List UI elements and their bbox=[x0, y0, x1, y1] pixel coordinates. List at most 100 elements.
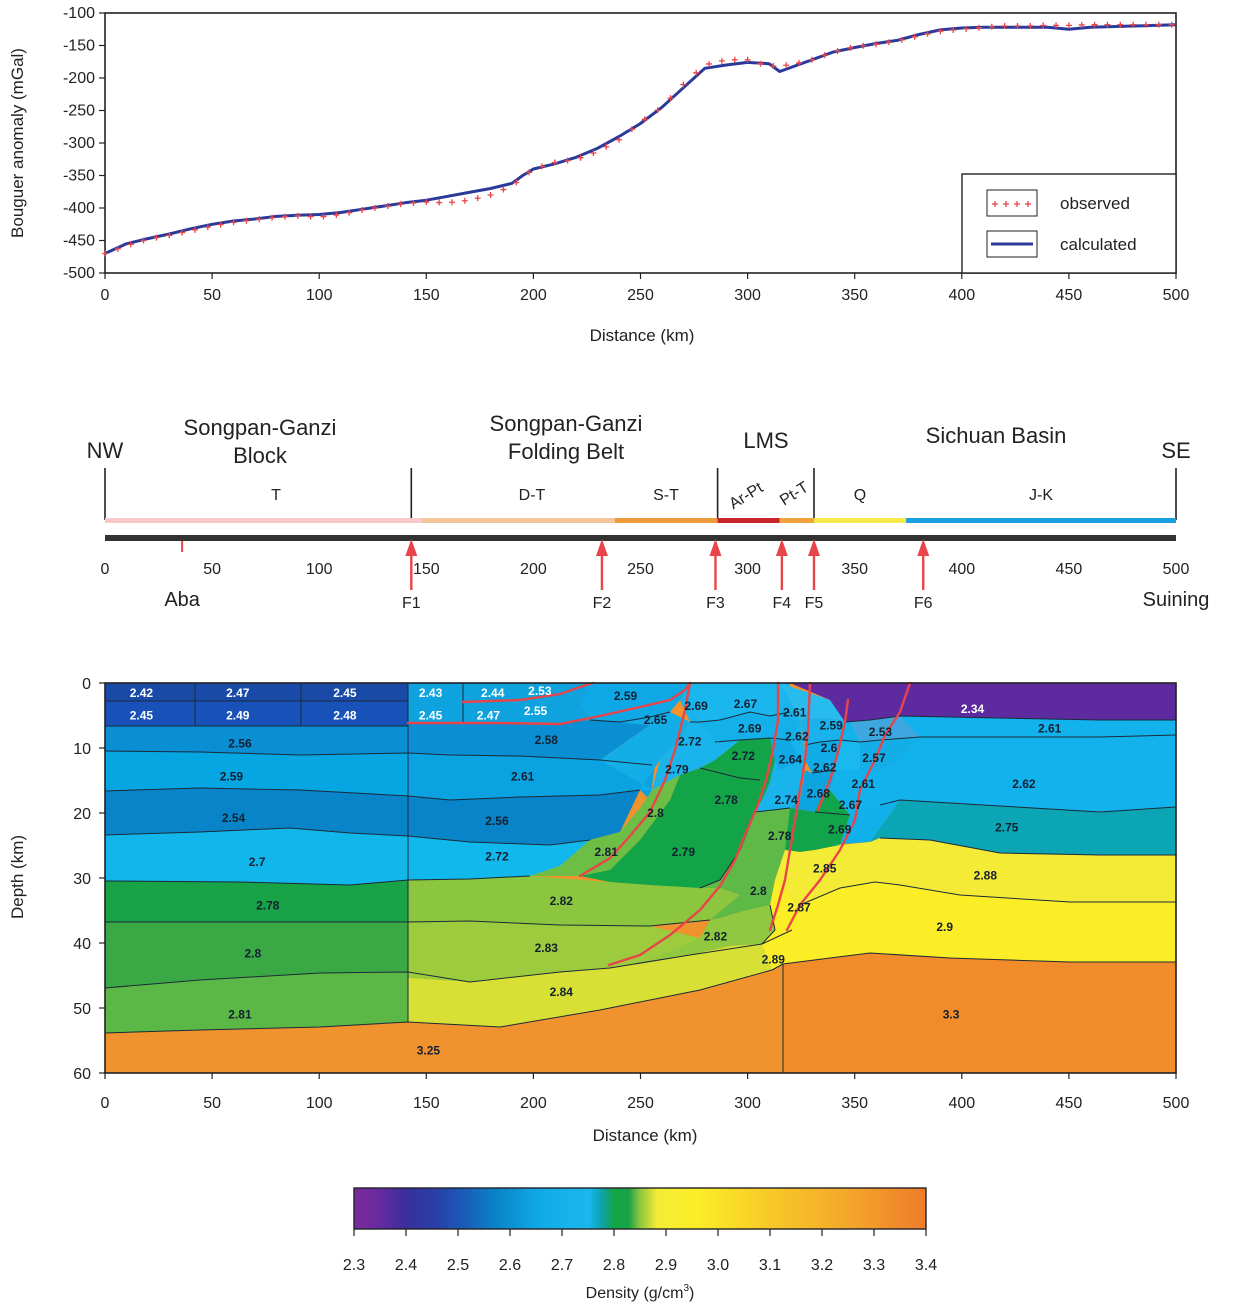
stratum-label: T bbox=[271, 487, 281, 504]
fault-lines bbox=[406, 681, 912, 967]
density-label: 2.82 bbox=[704, 930, 728, 944]
observed-point bbox=[281, 213, 288, 220]
observed-point bbox=[1104, 21, 1111, 28]
legend-observed-plus bbox=[1003, 201, 1009, 207]
density-section: 2.42 2.47 2.45 2.43 2.44 2.53 2.59 2.45 2.49 2.48… bbox=[8, 676, 1189, 1145]
layer-2-34 bbox=[790, 683, 1176, 722]
profile-tick-label: 250 bbox=[627, 561, 654, 578]
observed-point bbox=[873, 41, 880, 48]
y-tick-label: -200 bbox=[63, 70, 95, 87]
fault-arrow-head bbox=[808, 539, 821, 556]
colorbar-label: Density (g/cm3) bbox=[586, 1283, 695, 1302]
observed-point bbox=[320, 213, 327, 220]
observed-point bbox=[898, 36, 905, 43]
fault-line-f2 bbox=[578, 681, 692, 878]
stratum-label: D-T bbox=[519, 487, 546, 504]
colorbar-tick-label: 2.4 bbox=[395, 1257, 417, 1274]
fault-arrow-head bbox=[405, 539, 418, 556]
colorbar-tick-label: 2.9 bbox=[655, 1257, 677, 1274]
fault-arrow-head bbox=[775, 539, 788, 556]
stratum-label: Pt-T bbox=[777, 479, 812, 510]
observed-point bbox=[911, 33, 918, 40]
observed-point bbox=[204, 224, 211, 231]
layer-2-61 bbox=[408, 753, 655, 800]
density-label: 3.3 bbox=[943, 1008, 960, 1022]
density-label: 2.59 bbox=[614, 689, 638, 703]
observed-point bbox=[847, 44, 854, 51]
y-tick-label: -250 bbox=[63, 103, 95, 120]
density-label: 2.61 bbox=[511, 770, 535, 784]
density-label: 2.54 bbox=[222, 811, 246, 825]
observed-point bbox=[269, 214, 276, 221]
depth-tick-label: 50 bbox=[73, 1001, 91, 1018]
legend-observed-swatch-box bbox=[986, 189, 1038, 217]
layer-2-7 bbox=[105, 828, 408, 885]
observed-point bbox=[860, 42, 867, 49]
observed-point bbox=[461, 197, 468, 204]
density-label: 2.62 bbox=[1012, 777, 1036, 791]
density-label: 2.42 bbox=[130, 686, 154, 700]
density-label: 2.47 bbox=[477, 709, 501, 723]
observed-point bbox=[359, 206, 366, 213]
density-label: 2.78 bbox=[715, 793, 739, 807]
observed-point bbox=[885, 39, 892, 46]
stratum-label: Q bbox=[854, 487, 866, 504]
observed-point bbox=[667, 95, 674, 102]
y-tick-label: -450 bbox=[63, 233, 95, 250]
colorbar-tick-label: 2.3 bbox=[343, 1257, 365, 1274]
observed-point bbox=[500, 186, 507, 193]
density-label: 2.58 bbox=[535, 733, 559, 747]
density-label: 2.7 bbox=[249, 855, 266, 869]
density-label: 2.67 bbox=[734, 697, 758, 711]
observed-point bbox=[513, 179, 520, 186]
legend-box bbox=[961, 173, 1177, 274]
density-label: 2.74 bbox=[774, 793, 798, 807]
layer-2-61-basin bbox=[840, 716, 1176, 742]
colorbar-tick-label: 2.7 bbox=[551, 1257, 573, 1274]
observed-point bbox=[371, 205, 378, 211]
series-calculated-line bbox=[104, 23, 1177, 255]
observed-point bbox=[474, 195, 481, 202]
observed-point bbox=[1078, 21, 1085, 28]
observed-point bbox=[706, 60, 713, 67]
density-label: 2.8 bbox=[647, 806, 664, 820]
colorbar-tick-label: 3.0 bbox=[707, 1257, 729, 1274]
site-label-suining: Suining bbox=[1143, 589, 1210, 611]
observed-point bbox=[577, 154, 584, 161]
colorbar-tick-label: 3.3 bbox=[863, 1257, 885, 1274]
end-label-nw: NW bbox=[87, 438, 124, 463]
section-x-tick-label: 250 bbox=[627, 1095, 654, 1112]
observed-point bbox=[102, 250, 108, 257]
layer-2-78-east bbox=[785, 790, 850, 852]
density-layers bbox=[105, 683, 1176, 1073]
density-label: 2.49 bbox=[226, 709, 250, 723]
y-tick-label: -500 bbox=[63, 265, 95, 282]
colorbar-gradient bbox=[353, 1187, 927, 1230]
stratum-bar-s-t bbox=[614, 518, 718, 523]
observed-point bbox=[1130, 21, 1137, 28]
layer-2-83 bbox=[408, 921, 720, 982]
density-label: 2.75 bbox=[995, 820, 1019, 834]
density-label: 2.78 bbox=[256, 898, 280, 912]
observed-point bbox=[628, 126, 635, 133]
tectonic-profile: NW SE Songpan-Ganzi Block Songpan-Ganzi … bbox=[87, 411, 1210, 612]
colorbar-tick-label: 3.1 bbox=[759, 1257, 781, 1274]
layer-2-62-sliver bbox=[800, 718, 845, 745]
x-tick-label: 500 bbox=[1163, 287, 1190, 304]
depth-y-ticks: 0 10 20 30 40 50 60 bbox=[73, 676, 105, 1083]
observed-point bbox=[590, 150, 597, 157]
section-x-tick-label: 50 bbox=[203, 1095, 221, 1112]
observed-point bbox=[397, 201, 404, 208]
observed-point bbox=[975, 24, 982, 31]
profile-tick-label: 0 bbox=[101, 561, 110, 578]
profile-tick-label: 150 bbox=[413, 561, 440, 578]
layer-mantle-east bbox=[783, 953, 1176, 1073]
density-label: 2.47 bbox=[226, 686, 250, 700]
density-label: 2.79 bbox=[665, 762, 689, 776]
observed-point bbox=[731, 56, 738, 63]
density-label: 2.59 bbox=[819, 718, 843, 732]
section-x-axis-label: Distance (km) bbox=[593, 1126, 698, 1145]
depth-tick-label: 30 bbox=[73, 871, 91, 888]
fault-line-upper-detachment bbox=[406, 681, 692, 726]
legend-observed-marker bbox=[992, 201, 1031, 207]
